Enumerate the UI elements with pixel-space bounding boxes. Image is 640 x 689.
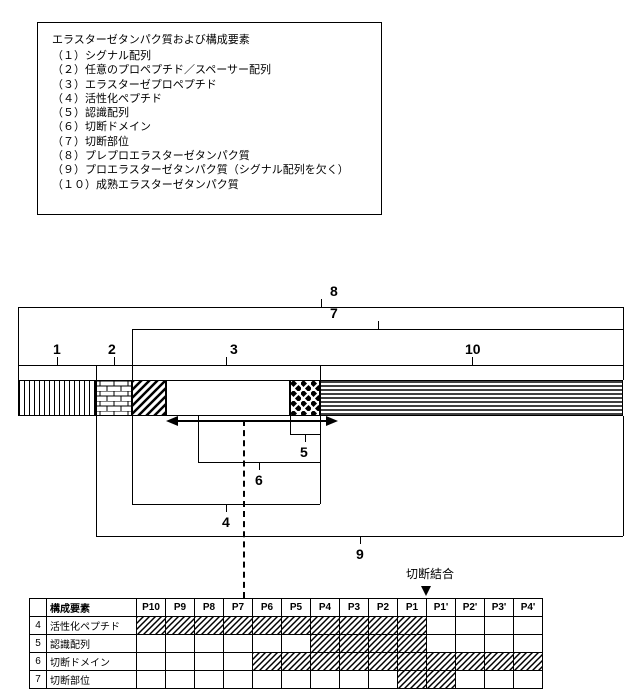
dashed-guide: [243, 420, 245, 598]
segment-0: [166, 380, 290, 416]
table-row: 4活性化ペプチド: [30, 617, 543, 635]
arrow-line: [176, 420, 328, 422]
cleavage-arrow-icon: [421, 586, 431, 596]
legend-item: （４）活性化ペプチド: [52, 92, 367, 106]
legend-item: （６）切断ドメイン: [52, 120, 367, 134]
components-table: 構成要素P10P9P8P7P6P5P4P3P2P1P1'P2'P3'P4'4活性…: [29, 598, 543, 689]
brace-label-2: 2: [108, 341, 116, 357]
legend-item: （３）エラスターゼプロペプチド: [52, 78, 367, 92]
table-row: 5認識配列: [30, 635, 543, 653]
legend-item: （２）任意のプロペプチド／スペーサー配列: [52, 63, 367, 77]
brace-label-4: 4: [222, 514, 230, 530]
brace-label-1: 1: [53, 341, 61, 357]
segment-2: [96, 380, 132, 416]
segment-3: [132, 380, 166, 416]
legend-item: （９）プロエラスターゼタンパク質（シグナル配列を欠く）: [52, 163, 367, 177]
brace-label-5: 5: [300, 444, 308, 460]
brace-label-3: 3: [230, 341, 238, 357]
segment-5: [290, 380, 320, 416]
segment-10: [320, 380, 623, 416]
brace-label-10: 10: [465, 341, 481, 357]
legend-item: （１）シグナル配列: [52, 49, 367, 63]
brace-label-7: 7: [330, 305, 338, 321]
legend-item: （１０）成熟エラスターゼタンパク質: [52, 178, 367, 192]
brace-label-8: 8: [330, 283, 338, 299]
brace-label-6: 6: [255, 472, 263, 488]
legend-item: （５）認識配列: [52, 106, 367, 120]
table-row: 6切断ドメイン: [30, 653, 543, 671]
table-row: 7切断部位: [30, 671, 543, 689]
legend-item: （８）プレプロエラスターゼタンパク質: [52, 149, 367, 163]
legend-box: エラスターゼタンパク質および構成要素 （１）シグナル配列（２）任意のプロペプチド…: [37, 22, 382, 215]
cleavage-label: 切断結合: [406, 565, 454, 582]
legend-title: エラスターゼタンパク質および構成要素: [52, 31, 367, 47]
segment-1: [18, 380, 96, 416]
brace-label-9: 9: [356, 546, 364, 562]
legend-item: （７）切断部位: [52, 135, 367, 149]
